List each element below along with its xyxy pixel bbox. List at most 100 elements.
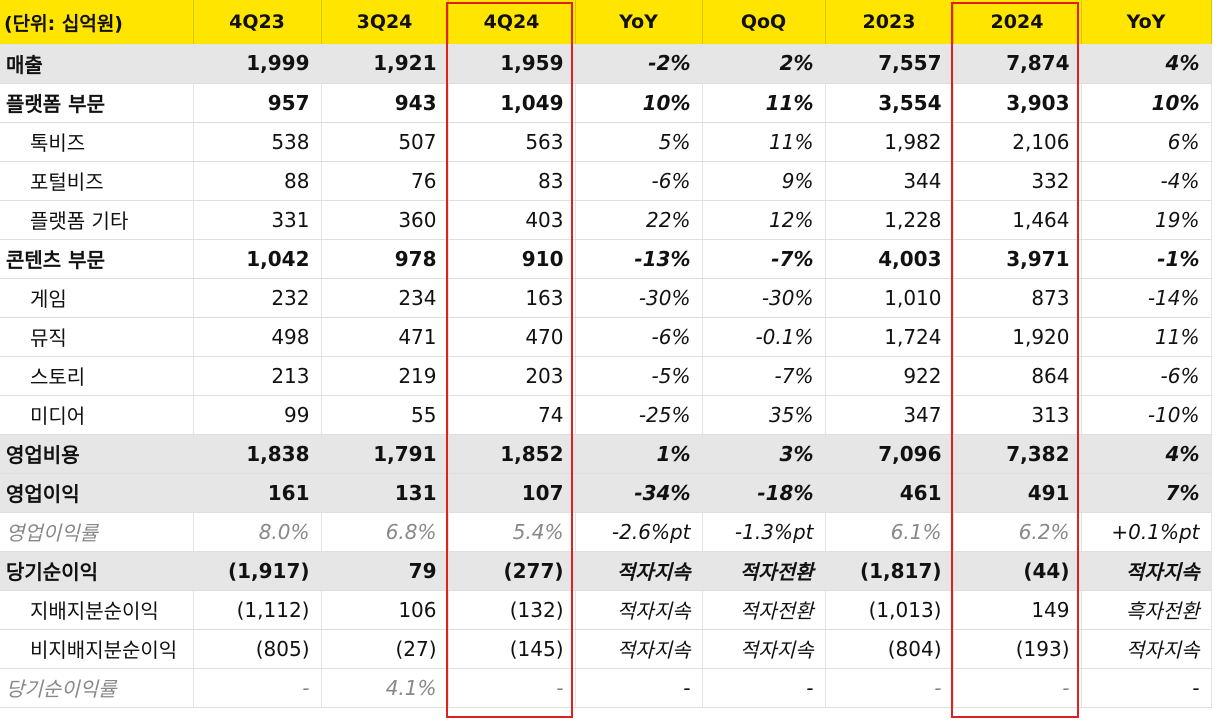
table-cell: 332 [953,161,1082,201]
row-label: 미디어 [0,395,194,435]
table-cell: 471 [321,317,449,357]
financial-table: (단위: 십억원) 4Q23 3Q24 4Q24 YoY QoQ 2023 20… [0,0,1212,708]
table-cell: -13% [575,239,703,279]
row-label: 스토리 [0,356,194,396]
table-cell: 19% [1081,200,1212,240]
table-cell: 1,959 [448,44,576,84]
table-cell: (27) [321,629,449,669]
table-cell: -0.1% [702,317,826,357]
row-label: 플랫폼 기타 [0,200,194,240]
table-row: 플랫폼 부문 957 943 1,049 10% 11% 3,554 3,903 10% [0,83,1212,123]
table-cell: +0.1%pt [1081,512,1212,552]
table-cell: (1,013) [825,590,954,630]
table-cell: 149 [953,590,1082,630]
table-cell: 873 [953,278,1082,318]
table-cell: 106 [321,590,449,630]
header-3q24: 3Q24 [321,0,449,44]
table-cell: -5% [575,356,703,396]
table-cell: 1,999 [193,44,322,84]
table-cell: (1,112) [193,590,322,630]
table-cell: 1% [575,434,703,474]
table-cell: 538 [193,122,322,162]
table-cell: 5.4% [448,512,576,552]
table-cell: 적자지속 [575,629,703,669]
header-4q23: 4Q23 [193,0,322,44]
row-label: 영업이익 [0,473,194,513]
table-cell: 1,010 [825,278,954,318]
table-cell: 1,464 [953,200,1082,240]
table-cell: 적자전환 [702,551,826,591]
table-row: 콘텐츠 부문 1,042 978 910 -13% -7% 4,003 3,971 -1% [0,239,1212,279]
table-cell: 22% [575,200,703,240]
table-cell: 360 [321,200,449,240]
table-row: 플랫폼 기타 331 360 403 22% 12% 1,228 1,464 19% [0,200,1212,240]
row-label: 콘텐츠 부문 [0,239,194,279]
table-cell: - [953,668,1082,708]
table-cell: 234 [321,278,449,318]
table-cell: 1,049 [448,83,576,123]
table-cell: 563 [448,122,576,162]
table-cell: 2% [702,44,826,84]
table-cell: 161 [193,473,322,513]
table-cell: 99 [193,395,322,435]
table-cell: 910 [448,239,576,279]
table-cell: 8.0% [193,512,322,552]
table-cell: 864 [953,356,1082,396]
table-cell: (193) [953,629,1082,669]
row-label: 플랫폼 부문 [0,83,194,123]
table-cell: -6% [575,317,703,357]
table-cell: 1,791 [321,434,449,474]
table-cell: - [448,668,576,708]
table-cell: 4.1% [321,668,449,708]
table-cell: (277) [448,551,576,591]
table-row: 지배지분순이익 (1,112) 106 (132) 적자지속 적자전환 (1,013) 149… [0,590,1212,630]
table-row: 뮤직 498 471 470 -6% -0.1% 1,724 1,920 11% [0,317,1212,357]
table-cell: -10% [1081,395,1212,435]
table-row: 당기순이익률 -4.1% - - - - - - [0,668,1212,708]
table-cell: -6% [1081,356,1212,396]
table-cell: -7% [702,239,826,279]
table-cell: 7,874 [953,44,1082,84]
table-cell: 적자지속 [702,629,826,669]
table-cell: 11% [702,83,826,123]
table-cell: 11% [1081,317,1212,357]
table-cell: 88 [193,161,322,201]
table-cell: - [193,668,322,708]
table-cell: 347 [825,395,954,435]
table-cell: -30% [702,278,826,318]
table-cell: 1,852 [448,434,576,474]
table-cell: 3,554 [825,83,954,123]
table-cell: 131 [321,473,449,513]
table-cell: (805) [193,629,322,669]
table-cell: 7,557 [825,44,954,84]
table-cell: 498 [193,317,322,357]
table-cell: 1,920 [953,317,1082,357]
table-cell: 163 [448,278,576,318]
table-cell: 55 [321,395,449,435]
table-cell: 1,228 [825,200,954,240]
header-2024: 2024 [953,0,1082,44]
table-row: 게임 232 234 163 -30% -30% 1,010 873 -14% [0,278,1212,318]
row-label: 매출 [0,44,194,84]
table-cell: - [825,668,954,708]
table-row: 매출 1,999 1,921 1,959 -2% 2% 7,557 7,874 4% [0,44,1212,84]
table-cell: 3% [702,434,826,474]
row-label: 당기순이익률 [0,668,194,708]
header-yoy-quarter: YoY [575,0,703,44]
row-label: 지배지분순이익 [0,590,194,630]
table-cell: (804) [825,629,954,669]
table-cell: (44) [953,551,1082,591]
table-cell: 1,042 [193,239,322,279]
table-cell: 10% [1081,83,1212,123]
table-cell: 2,106 [953,122,1082,162]
table-cell: 107 [448,473,576,513]
table-cell: - [702,668,826,708]
table-cell: 35% [702,395,826,435]
table-row: 스토리 213 219 203 -5% -7% 922 864 -6% [0,356,1212,396]
table-row: 비지배지분순이익 (805) (27) (145) 적자지속 적자지속 (804) (193)… [0,629,1212,669]
table-cell: 943 [321,83,449,123]
row-label: 영업비용 [0,434,194,474]
table-cell: 313 [953,395,1082,435]
table-cell: - [575,668,703,708]
table-cell: 7,096 [825,434,954,474]
